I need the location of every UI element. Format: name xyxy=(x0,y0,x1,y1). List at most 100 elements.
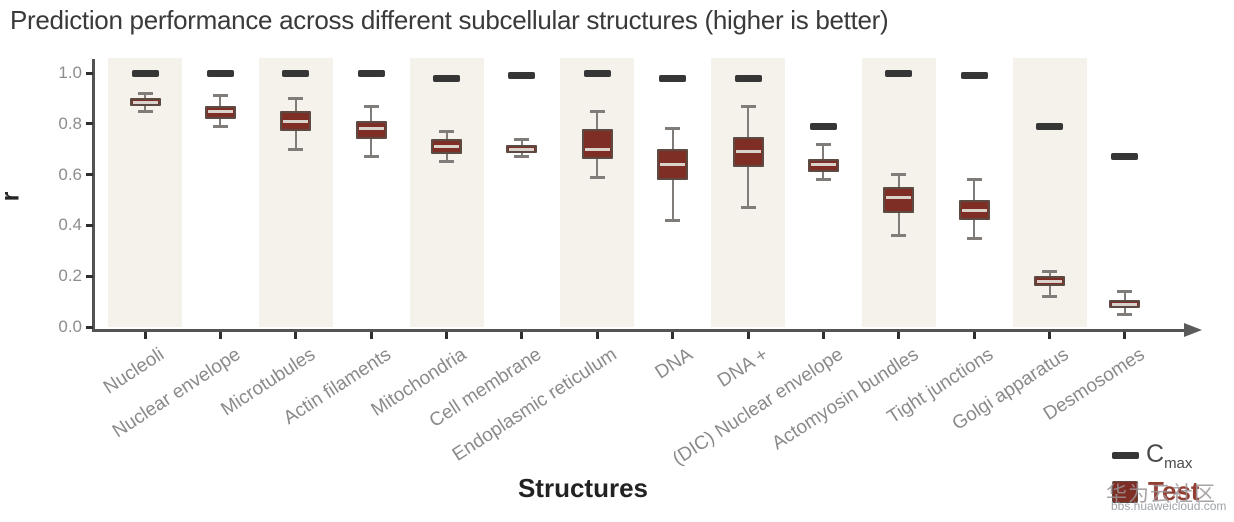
box-median-tight-junctions xyxy=(961,208,987,212)
cmax-marker-actin-filaments xyxy=(357,69,385,77)
cmax-legend-label: Cmax xyxy=(1146,440,1193,472)
x-tick xyxy=(369,331,373,339)
watermark-text: 华为云社区 xyxy=(1106,483,1216,506)
x-tick xyxy=(671,331,675,339)
y-tick-label: 0.6 xyxy=(58,164,82,184)
box-whisker-cap xyxy=(966,236,982,240)
cmax-marker-tight-junctions xyxy=(960,72,988,80)
box-median-dna xyxy=(735,150,761,154)
cmax-marker-cell-membrane xyxy=(508,72,536,80)
box-median-nuclear-envelope xyxy=(207,109,233,113)
category-label-nuclear-envelope: Nuclear envelope xyxy=(108,344,244,443)
test-box-swatch-icon xyxy=(1112,481,1138,503)
x-tick xyxy=(972,331,976,339)
box-whisker-cap xyxy=(288,147,304,151)
y-tick xyxy=(86,223,93,227)
box-whisker-cap xyxy=(212,94,228,98)
x-tick xyxy=(821,331,825,339)
box-whisker-cap xyxy=(815,178,831,182)
plot-stripe xyxy=(409,58,484,327)
x-axis-arrow-icon xyxy=(1184,323,1202,338)
y-tick-label: 1.0 xyxy=(58,63,82,82)
y-tick xyxy=(86,325,93,329)
cmax-marker-desmosomes xyxy=(1111,153,1139,161)
x-tick xyxy=(897,331,901,339)
cmax-marker-actomyosin-bundles xyxy=(885,69,913,77)
box-whisker-cap xyxy=(363,104,379,108)
boxplot-box-endoplasmic-reticulum xyxy=(581,128,613,160)
box-median-golgi-apparatus xyxy=(1037,279,1063,283)
x-tick xyxy=(218,331,222,339)
cmax-marker-microtubules xyxy=(282,69,310,77)
box-median-mitochondria xyxy=(434,145,460,149)
box-median-dic-nuclear-envelope xyxy=(810,162,836,166)
cmax-marker-nucleoli xyxy=(131,69,159,77)
box-whisker-cap xyxy=(740,206,756,210)
box-median-cell-membrane xyxy=(509,147,535,151)
y-tick-label: 0.8 xyxy=(58,113,82,133)
box-median-endoplasmic-reticulum xyxy=(584,147,610,151)
chart-title: Prediction performance across different … xyxy=(10,5,889,35)
y-tick-label: 0.4 xyxy=(58,215,82,235)
box-whisker-cap xyxy=(514,137,530,141)
x-axis-line xyxy=(92,329,1186,332)
cmax-marker-dic-nuclear-envelope xyxy=(809,122,837,130)
test-legend-label: Test xyxy=(1148,476,1200,506)
cmax-marker-golgi-apparatus xyxy=(1036,122,1064,130)
x-tick xyxy=(595,331,599,339)
cmax-marker-endoplasmic-reticulum xyxy=(583,69,611,77)
plot-stripe xyxy=(560,58,635,327)
y-tick-label: 0.2 xyxy=(58,266,82,286)
box-whisker-cap xyxy=(1042,295,1058,299)
y-axis-line xyxy=(92,59,95,331)
cmax-marker-nuclear-envelope xyxy=(206,69,234,77)
box-whisker-cap xyxy=(589,109,605,113)
y-tick xyxy=(86,71,93,75)
x-tick xyxy=(294,331,298,339)
cmax-marker-dna xyxy=(734,74,762,82)
box-whisker-cap xyxy=(665,127,681,131)
box-whisker-cap xyxy=(212,124,228,128)
box-median-actomyosin-bundles xyxy=(886,195,912,199)
box-whisker-cap xyxy=(1042,269,1058,273)
box-whisker-cap xyxy=(589,175,605,179)
x-tick xyxy=(1123,331,1127,339)
box-whisker-cap xyxy=(137,91,153,95)
box-whisker-cap xyxy=(1117,289,1133,293)
box-whisker-cap xyxy=(514,155,530,159)
box-whisker-cap xyxy=(815,142,831,146)
watermark-url: bbs.huaweicloud.com xyxy=(1111,499,1227,513)
category-label-dna: DNA xyxy=(651,344,697,384)
box-whisker-cap xyxy=(740,104,756,108)
box-whisker-cap xyxy=(891,234,907,238)
box-median-dna xyxy=(660,162,686,166)
box-whisker-cap xyxy=(665,218,681,222)
box-median-nucleoli xyxy=(132,100,158,104)
box-whisker-cap xyxy=(439,160,455,164)
box-whisker-cap xyxy=(137,109,153,113)
cmax-marker-dna xyxy=(659,74,687,82)
x-tick xyxy=(520,331,524,339)
y-tick xyxy=(86,173,93,177)
boxplot-box-actomyosin-bundles xyxy=(883,187,915,213)
x-tick xyxy=(746,331,750,339)
box-median-microtubules xyxy=(283,119,309,123)
x-tick xyxy=(445,331,449,339)
box-whisker-cap xyxy=(1117,312,1133,316)
y-tick xyxy=(86,274,93,278)
box-whisker-cap xyxy=(439,129,455,133)
x-tick xyxy=(143,331,147,339)
box-whisker-cap xyxy=(966,178,982,182)
box-whisker-cap xyxy=(363,155,379,159)
cmax-dash-icon xyxy=(1112,452,1139,459)
box-median-desmosomes xyxy=(1112,302,1138,306)
x-axis-label: Structures xyxy=(517,473,649,503)
box-whisker-cap xyxy=(288,96,304,100)
category-label-dna: DNA + xyxy=(713,344,772,392)
y-tick-label: 0.0 xyxy=(58,317,82,336)
y-tick xyxy=(86,122,93,126)
x-tick xyxy=(1048,331,1052,339)
cmax-marker-mitochondria xyxy=(433,74,461,82)
